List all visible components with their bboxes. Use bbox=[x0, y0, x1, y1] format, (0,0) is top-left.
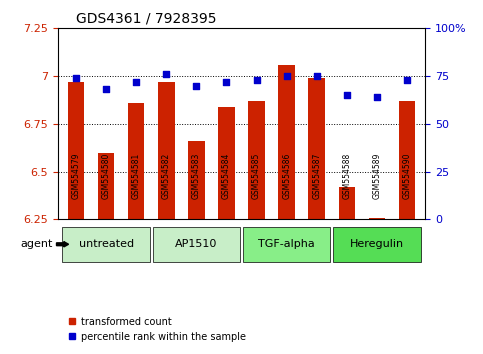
Point bbox=[313, 73, 321, 79]
Bar bbox=[309, 78, 325, 219]
Point bbox=[283, 73, 290, 79]
Bar bbox=[68, 82, 85, 219]
Point bbox=[162, 72, 170, 77]
FancyBboxPatch shape bbox=[62, 227, 150, 262]
Text: GSM554586: GSM554586 bbox=[282, 153, 291, 199]
FancyBboxPatch shape bbox=[333, 227, 421, 262]
Text: GSM554588: GSM554588 bbox=[342, 153, 351, 199]
Text: GSM554584: GSM554584 bbox=[222, 153, 231, 199]
Text: GSM554579: GSM554579 bbox=[71, 153, 81, 199]
Point bbox=[223, 79, 230, 85]
Point bbox=[102, 87, 110, 92]
Point bbox=[72, 75, 80, 81]
Point bbox=[253, 77, 260, 83]
Point bbox=[132, 79, 140, 85]
Text: GSM554581: GSM554581 bbox=[132, 153, 141, 199]
Text: GSM554580: GSM554580 bbox=[101, 153, 111, 199]
Point bbox=[373, 94, 381, 100]
Text: GDS4361 / 7928395: GDS4361 / 7928395 bbox=[76, 12, 217, 26]
Bar bbox=[188, 141, 205, 219]
Bar bbox=[339, 187, 355, 219]
Legend: transformed count, percentile rank within the sample: transformed count, percentile rank withi… bbox=[63, 313, 250, 346]
Bar bbox=[218, 107, 235, 219]
Point bbox=[193, 83, 200, 88]
Text: Heregulin: Heregulin bbox=[350, 239, 404, 249]
Bar bbox=[278, 65, 295, 219]
Bar bbox=[248, 101, 265, 219]
Text: untreated: untreated bbox=[79, 239, 134, 249]
Point bbox=[343, 92, 351, 98]
Text: GSM554585: GSM554585 bbox=[252, 153, 261, 199]
Bar bbox=[398, 101, 415, 219]
FancyBboxPatch shape bbox=[243, 227, 330, 262]
Bar bbox=[98, 153, 114, 219]
Bar bbox=[128, 103, 144, 219]
Text: GSM554590: GSM554590 bbox=[402, 153, 412, 199]
Text: GSM554583: GSM554583 bbox=[192, 153, 201, 199]
Text: TGF-alpha: TGF-alpha bbox=[258, 239, 315, 249]
Text: GSM554587: GSM554587 bbox=[312, 153, 321, 199]
Text: GSM554582: GSM554582 bbox=[162, 153, 171, 199]
FancyBboxPatch shape bbox=[153, 227, 240, 262]
Text: agent: agent bbox=[21, 239, 53, 249]
Text: AP1510: AP1510 bbox=[175, 239, 217, 249]
Text: GSM554589: GSM554589 bbox=[372, 153, 382, 199]
Bar bbox=[369, 218, 385, 219]
Bar bbox=[158, 82, 174, 219]
Point bbox=[403, 77, 411, 83]
